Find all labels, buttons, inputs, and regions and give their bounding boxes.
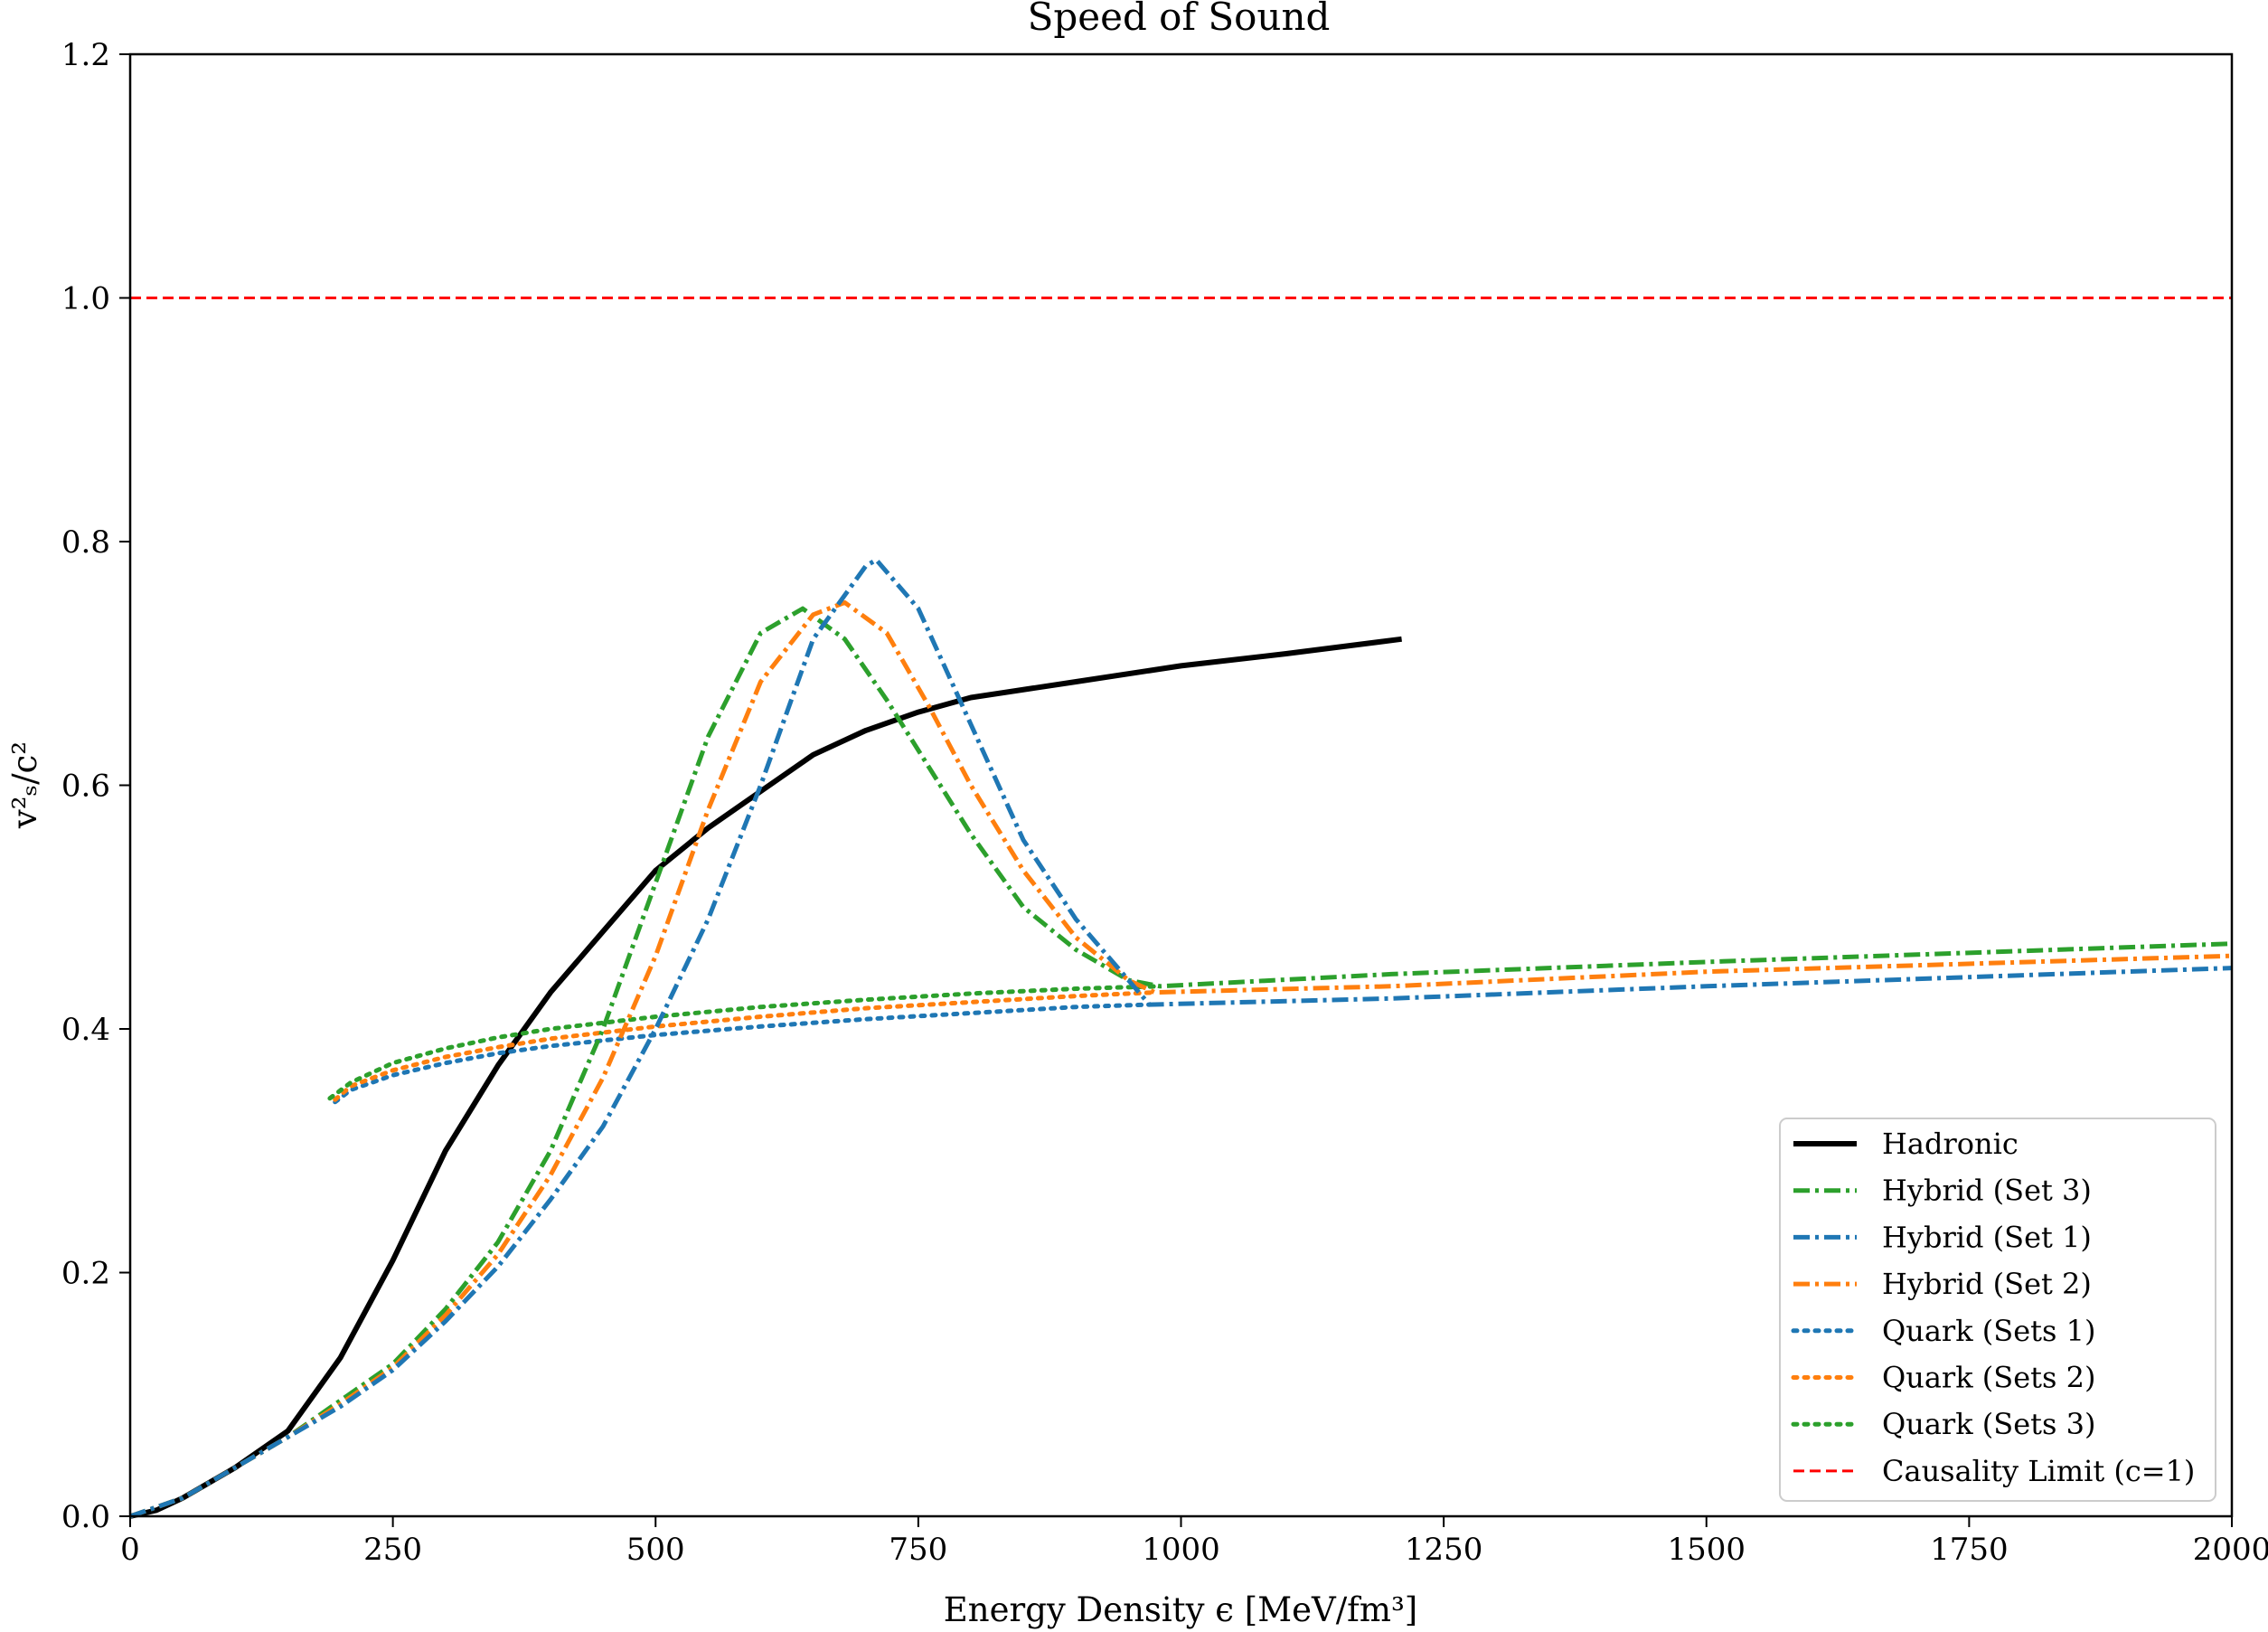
legend: Hadronic Hybrid (Set 3) Hybrid (Set 1) Hybr… xyxy=(1779,1118,2216,1502)
y-tick-label: 1.0 xyxy=(61,281,110,317)
x-tick-label: 2000 xyxy=(2193,1532,2268,1568)
series-line-quark-sets-1 xyxy=(333,1002,1153,1105)
legend-box xyxy=(1779,1118,2216,1502)
x-tick-label: 500 xyxy=(626,1532,685,1568)
series-line-hadronic xyxy=(129,636,1402,1519)
x-ticks: 0 250 500 750 1000 1250 1500 1750 2000 xyxy=(120,1516,2268,1568)
legend-label: Quark (Sets 2) xyxy=(1882,1361,2095,1395)
legend-label: Hybrid (Set 2) xyxy=(1882,1267,2092,1301)
x-tick-label: 1000 xyxy=(1142,1532,1220,1568)
x-axis-label: Energy Density ϵ [MeV/fm³] xyxy=(944,1590,1417,1629)
x-tick-label: 750 xyxy=(889,1532,947,1568)
y-axis-label: v²ₛ/c² xyxy=(5,741,44,829)
y-tick-label: 0.4 xyxy=(61,1012,110,1048)
y-tick-label: 0.2 xyxy=(61,1256,110,1292)
x-tick-label: 1250 xyxy=(1405,1532,1483,1568)
legend-label: Hadronic xyxy=(1882,1127,2019,1161)
series-line-quark-sets-3 xyxy=(327,984,1162,1101)
series-layer xyxy=(129,297,2233,1519)
x-tick-label: 1750 xyxy=(1930,1532,2009,1568)
chart-title: Speed of Sound xyxy=(1028,0,1331,39)
x-tick-label: 1500 xyxy=(1667,1532,1746,1568)
legend-label: Hybrid (Set 3) xyxy=(1882,1174,2092,1208)
y-tick-label: 1.2 xyxy=(61,37,110,73)
legend-label: Hybrid (Set 1) xyxy=(1882,1220,2092,1254)
legend-label: Causality Limit (c=1) xyxy=(1882,1454,2195,1488)
series-line-quark-sets-2 xyxy=(333,990,1157,1102)
legend-label: Quark (Sets 3) xyxy=(1882,1407,2095,1441)
series-line-hybrid-set-1 xyxy=(129,557,2233,1519)
x-tick-label: 0 xyxy=(120,1532,140,1568)
y-tick-label: 0.8 xyxy=(61,524,110,561)
legend-label: Quark (Sets 1) xyxy=(1882,1314,2095,1348)
y-tick-label: 0.0 xyxy=(61,1499,110,1535)
y-ticks: 0.0 0.2 0.4 0.6 0.8 1.0 1.2 xyxy=(61,37,130,1535)
x-tick-label: 250 xyxy=(363,1532,422,1568)
y-tick-label: 0.6 xyxy=(61,769,110,805)
